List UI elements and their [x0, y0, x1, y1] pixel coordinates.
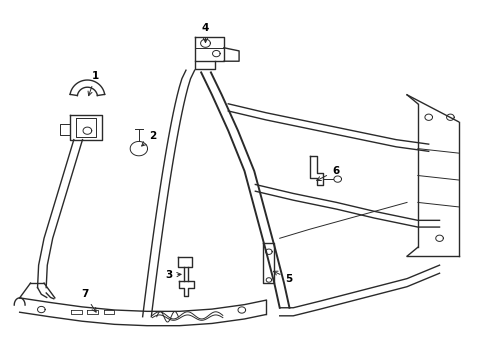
Text: 7: 7: [81, 289, 96, 312]
Text: 1: 1: [88, 71, 99, 96]
Text: 5: 5: [273, 271, 292, 284]
Text: 3: 3: [164, 270, 181, 280]
Text: 6: 6: [316, 166, 339, 180]
Text: 4: 4: [202, 23, 209, 42]
Text: 2: 2: [142, 131, 156, 146]
